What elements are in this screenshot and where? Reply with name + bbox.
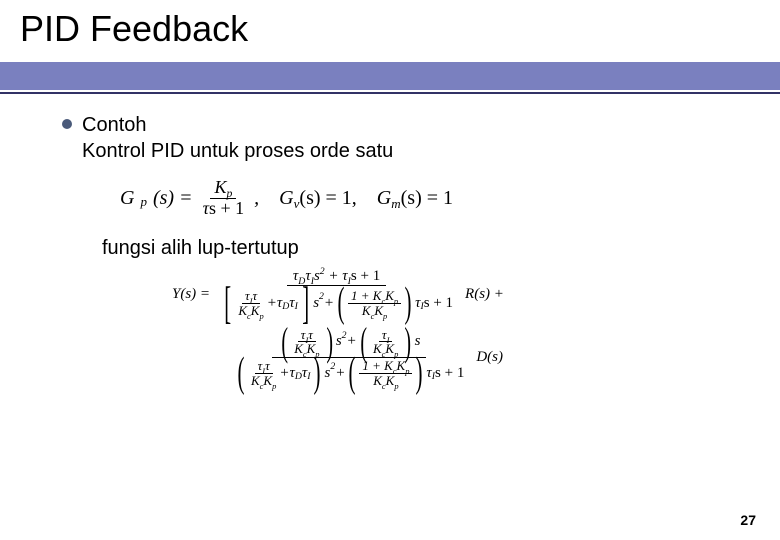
d1-tI3s: I <box>421 302 424 312</box>
d2-tDs: D <box>295 372 302 382</box>
d2-tau: τ <box>265 358 270 373</box>
eq1-gp: G <box>120 187 134 210</box>
d2-1pk-cs: c <box>393 366 397 376</box>
header-band <box>0 62 780 90</box>
n2-kcs: c <box>303 349 307 359</box>
n2b-tIs: I <box>387 335 390 345</box>
d1-d-kc: K <box>238 303 247 318</box>
page-number: 27 <box>740 512 756 528</box>
bullet-text: Contoh Kontrol PID untuk proses orde sat… <box>82 112 393 164</box>
n2-sup: 2 <box>342 331 347 341</box>
eq1-den-s: s + 1 <box>209 198 244 218</box>
d1-sp1: s + 1 <box>424 296 453 312</box>
eq1-gv-sub: v <box>294 196 300 211</box>
eq1-comma: , <box>254 187 259 210</box>
d1-plus2: + <box>324 296 334 312</box>
d1-dd-kps: p <box>383 311 387 321</box>
eq1-gm-rhs: (s) = 1 <box>401 187 453 209</box>
n2-s2: s <box>415 334 421 350</box>
eq1-gp-sub: p <box>140 194 147 210</box>
bullet-line2: Kontrol PID untuk proses orde satu <box>82 140 393 162</box>
bullet-icon <box>62 119 72 129</box>
equation-2: Y(s) = τDτIs2 + τIs + 1 [ τIτ KcKp + τDτ… <box>172 268 780 390</box>
d2-sup: 2 <box>330 362 335 372</box>
n2-tIs: I <box>305 335 308 345</box>
eq2-n-tI2-sub: I <box>348 276 351 287</box>
eq1-gp-arg: (s) = <box>153 187 193 210</box>
d2-1pk-kps: p <box>405 366 409 376</box>
d2-kps: p <box>272 381 276 391</box>
d2-1pk: 1 + K <box>362 358 392 373</box>
text-closed-loop: fungsi alih lup-tertutup <box>102 237 780 260</box>
d1-tIs: I <box>295 302 298 312</box>
d1-1pk-kp: K <box>385 288 394 303</box>
eq2-line1-frac: τDτIs2 + τIs + 1 [ τIτ KcKp + τDτI ] s2 … <box>214 268 459 321</box>
eq2-n-sup: 2 <box>320 266 325 277</box>
d2-plus2: + <box>335 366 345 382</box>
d1-sup: 2 <box>319 292 324 302</box>
d2-tIs: I <box>262 366 265 376</box>
n2b-kps: p <box>394 349 398 359</box>
eq2-n-tail: s + 1 <box>351 268 380 284</box>
n2b-kc: K <box>373 341 382 356</box>
eq1-gm-sub: m <box>391 196 400 211</box>
eq2-n-tI-sub: I <box>311 276 314 287</box>
eq1-num-sub: p <box>226 187 232 200</box>
slide-content: Contoh Kontrol PID untuk proses orde sat… <box>0 94 780 389</box>
d2-dd-kps: p <box>394 381 398 391</box>
n2-tau: τ <box>308 327 313 342</box>
n2-plus: + <box>347 334 357 350</box>
d1-dd-kc: K <box>362 303 371 318</box>
d1-n-tau: τ <box>252 288 257 303</box>
d2-plus: + <box>279 366 289 382</box>
eq1-num-k: K <box>214 177 226 197</box>
d1-n-t: τ <box>245 288 250 303</box>
d1-tDs: D <box>282 302 289 312</box>
d2-tI2s: I <box>307 372 310 382</box>
d2-tI3s: I <box>432 372 435 382</box>
eq1-gv-rhs: (s) = 1, <box>299 187 356 209</box>
d1-1pk-kps: p <box>394 296 398 306</box>
eq2-line2-frac: ( τIτ KcKp ) s2 + ( τI KcKp ) <box>228 327 470 390</box>
eq1-gv: G <box>279 187 293 209</box>
d2-kcs: c <box>260 381 264 391</box>
eq1-frac: Kp τs + 1 <box>199 178 249 219</box>
bullet-line1: Contoh <box>82 114 147 136</box>
d1-1pk-cs: c <box>381 296 385 306</box>
n2b-tI: τ <box>382 327 387 342</box>
d2-kc: K <box>251 373 260 388</box>
eq2-rtail: R(s) + <box>465 286 504 303</box>
eq2-n-s: s <box>314 268 320 284</box>
equation-1: Gp (s) = Kp τs + 1 , Gv(s) = 1, Gm(s) = 1 <box>120 178 780 219</box>
eq2-ylhs: Y(s) = <box>172 286 210 303</box>
n2b-kcs: c <box>382 349 386 359</box>
slide-title: PID Feedback <box>20 8 780 50</box>
d1-dd-kcs: c <box>371 311 375 321</box>
d1-plus: + <box>267 296 277 312</box>
eq1-gm: G <box>377 187 391 209</box>
eq2-dtail: D(s) <box>476 349 503 366</box>
n2-kc: K <box>294 341 303 356</box>
d1-1pk: 1 + K <box>351 288 381 303</box>
d2-dd-kcs: c <box>382 381 386 391</box>
d1-d-kcs: c <box>247 311 251 321</box>
d1-d-kps: p <box>259 311 263 321</box>
bullet-item: Contoh Kontrol PID untuk proses orde sat… <box>62 112 780 164</box>
d2-dd-kc: K <box>373 373 382 388</box>
d2-sp1: s + 1 <box>435 366 464 382</box>
